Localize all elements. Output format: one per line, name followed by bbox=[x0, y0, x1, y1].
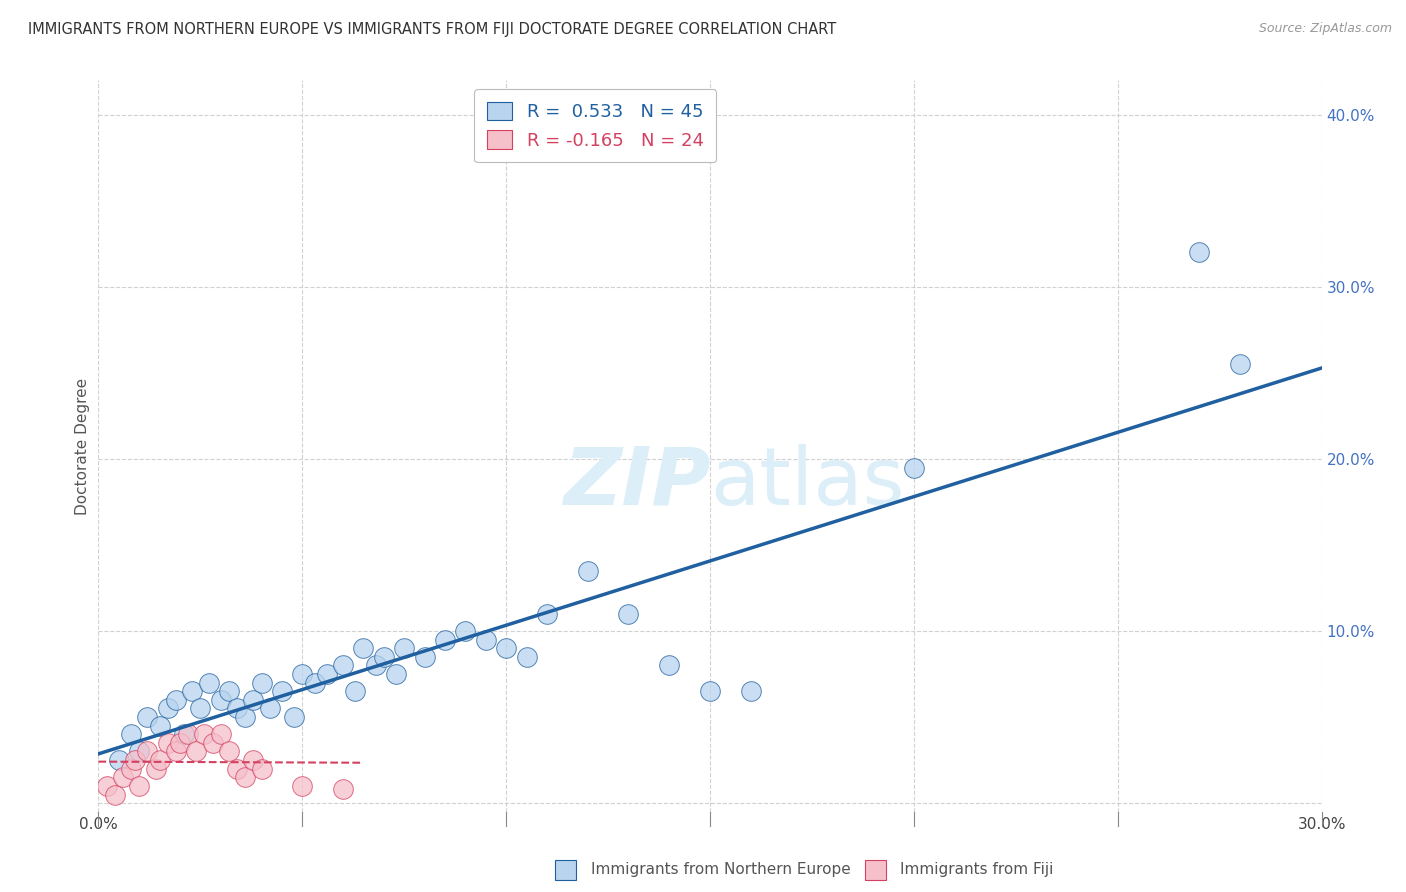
Text: Source: ZipAtlas.com: Source: ZipAtlas.com bbox=[1258, 22, 1392, 36]
Point bbox=[413, 649, 436, 664]
Point bbox=[209, 693, 232, 707]
Point bbox=[270, 684, 294, 698]
Point bbox=[128, 779, 150, 793]
Point bbox=[315, 667, 337, 681]
Point bbox=[145, 762, 167, 776]
Point bbox=[283, 710, 305, 724]
Point bbox=[740, 684, 762, 698]
Legend: R =  0.533   N = 45, R = -0.165   N = 24: R = 0.533 N = 45, R = -0.165 N = 24 bbox=[474, 89, 717, 162]
Point bbox=[218, 684, 240, 698]
Point bbox=[209, 727, 232, 741]
Point bbox=[197, 675, 219, 690]
Point bbox=[250, 675, 273, 690]
Point bbox=[156, 701, 179, 715]
Point bbox=[108, 753, 131, 767]
Point bbox=[226, 762, 249, 776]
Point bbox=[233, 710, 256, 724]
Point bbox=[104, 788, 127, 802]
Point bbox=[536, 607, 558, 621]
Point bbox=[124, 753, 146, 767]
Point bbox=[332, 782, 354, 797]
Point bbox=[332, 658, 354, 673]
Point bbox=[259, 701, 281, 715]
Point bbox=[177, 727, 200, 741]
Text: IMMIGRANTS FROM NORTHERN EUROPE VS IMMIGRANTS FROM FIJI DOCTORATE DEGREE CORRELA: IMMIGRANTS FROM NORTHERN EUROPE VS IMMIG… bbox=[28, 22, 837, 37]
Point bbox=[658, 658, 681, 673]
Point bbox=[96, 779, 118, 793]
Point bbox=[188, 701, 212, 715]
Point bbox=[373, 649, 395, 664]
Point bbox=[111, 770, 134, 784]
Point bbox=[193, 727, 215, 741]
Point bbox=[136, 710, 159, 724]
Text: ZIP: ZIP bbox=[562, 443, 710, 522]
Point bbox=[1229, 357, 1251, 371]
Point bbox=[218, 744, 240, 758]
Text: Immigrants from Fiji: Immigrants from Fiji bbox=[900, 863, 1053, 877]
Point bbox=[434, 632, 457, 647]
Text: atlas: atlas bbox=[710, 443, 904, 522]
Point bbox=[699, 684, 721, 698]
Point bbox=[226, 701, 249, 715]
Point bbox=[903, 460, 925, 475]
Point bbox=[201, 736, 224, 750]
Point bbox=[474, 632, 498, 647]
Point bbox=[181, 684, 204, 698]
Point bbox=[120, 727, 142, 741]
Point bbox=[344, 684, 367, 698]
Point bbox=[304, 675, 326, 690]
Point bbox=[242, 753, 264, 767]
Point bbox=[165, 693, 187, 707]
Point bbox=[120, 762, 142, 776]
Point bbox=[242, 693, 264, 707]
Point bbox=[291, 779, 314, 793]
Point bbox=[136, 744, 159, 758]
Point bbox=[149, 719, 172, 733]
Y-axis label: Doctorate Degree: Doctorate Degree bbox=[75, 377, 90, 515]
Point bbox=[173, 727, 195, 741]
Point bbox=[495, 641, 517, 656]
Point bbox=[1188, 245, 1211, 260]
Point bbox=[385, 667, 408, 681]
Point bbox=[149, 753, 172, 767]
Point bbox=[233, 770, 256, 784]
Point bbox=[169, 736, 191, 750]
Point bbox=[392, 641, 416, 656]
Point bbox=[352, 641, 374, 656]
Point bbox=[156, 736, 179, 750]
Point bbox=[454, 624, 477, 638]
Point bbox=[364, 658, 387, 673]
Point bbox=[516, 649, 538, 664]
Point bbox=[576, 564, 599, 578]
Point bbox=[617, 607, 640, 621]
Point bbox=[186, 744, 208, 758]
Text: Immigrants from Northern Europe: Immigrants from Northern Europe bbox=[591, 863, 851, 877]
Point bbox=[250, 762, 273, 776]
Point bbox=[128, 744, 150, 758]
Point bbox=[165, 744, 187, 758]
Point bbox=[291, 667, 314, 681]
